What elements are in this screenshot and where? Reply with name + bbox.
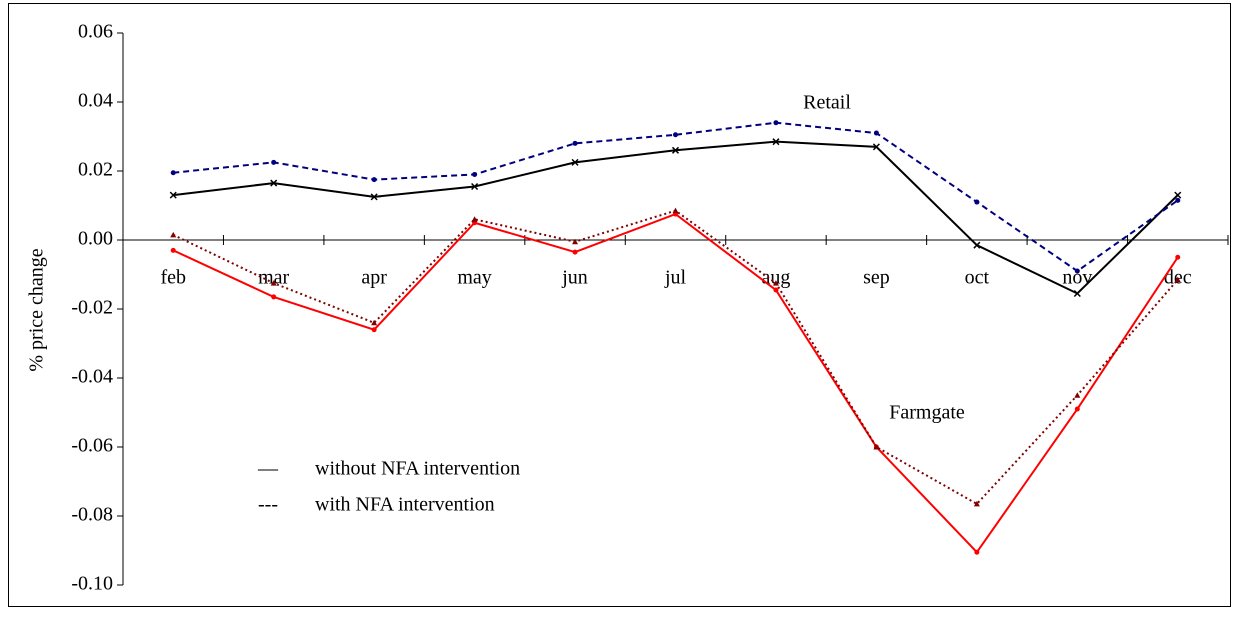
- marker: [773, 120, 779, 126]
- x-tick-label: jun: [561, 267, 588, 289]
- y-tick-label: -0.04: [71, 366, 113, 388]
- marker: [671, 146, 680, 154]
- marker: [170, 247, 176, 253]
- marker: [772, 280, 779, 286]
- marker: [170, 231, 177, 238]
- marker: [371, 319, 378, 326]
- marker: [571, 158, 579, 166]
- marker: [1174, 191, 1182, 199]
- marker: [371, 327, 377, 333]
- y-tick-label: 0.00: [78, 228, 113, 250]
- y-tick-label: -0.06: [71, 435, 113, 457]
- marker: [1175, 254, 1181, 260]
- marker: [270, 179, 278, 187]
- marker: [572, 249, 578, 255]
- annotation: Farmgate: [889, 402, 965, 424]
- y-tick-label: -0.08: [71, 504, 113, 526]
- x-tick-label: feb: [160, 267, 186, 289]
- x-tick-label: apr: [361, 267, 387, 289]
- marker: [873, 444, 880, 450]
- legend-label: with NFA intervention: [315, 494, 495, 516]
- series-line: [173, 121, 1179, 273]
- marker: [973, 500, 980, 507]
- marker: [572, 238, 579, 245]
- marker: [169, 191, 177, 199]
- marker: [371, 177, 377, 183]
- marker: [271, 159, 277, 165]
- marker: [472, 171, 478, 177]
- marker: [270, 280, 277, 286]
- annotation: Retail: [803, 92, 851, 114]
- y-tick-label: -0.10: [71, 573, 113, 595]
- marker: [471, 182, 479, 191]
- legend-label: without NFA intervention: [315, 458, 520, 480]
- marker: [572, 140, 578, 146]
- marker: [973, 241, 981, 249]
- marker: [1074, 406, 1080, 412]
- y-tick-label: 0.02: [78, 159, 113, 181]
- marker: [1174, 276, 1181, 283]
- marker: [1073, 289, 1081, 298]
- marker: [1175, 197, 1181, 203]
- marker: [673, 132, 678, 138]
- x-tick-label: jul: [664, 267, 687, 289]
- y-tick-label: 0.06: [78, 21, 113, 43]
- y-tick-label: -0.02: [71, 297, 113, 319]
- marker: [772, 138, 780, 146]
- marker: [873, 130, 879, 136]
- y-tick-label: 0.04: [78, 90, 113, 112]
- legend-symbol: —: [257, 458, 279, 480]
- x-tick-label: nov: [1062, 267, 1092, 289]
- x-tick-label: sep: [863, 267, 890, 289]
- marker: [471, 216, 478, 222]
- marker: [974, 549, 980, 555]
- x-tick-label: oct: [965, 267, 990, 289]
- legend-symbol: ---: [258, 494, 278, 516]
- marker: [271, 294, 277, 300]
- marker: [1074, 392, 1081, 398]
- marker: [974, 199, 980, 205]
- chart-border: [8, 3, 1231, 607]
- marker: [370, 193, 378, 201]
- marker: [1074, 268, 1080, 274]
- marker: [773, 287, 779, 293]
- marker: [672, 207, 679, 214]
- y-axis-title: % price change: [26, 248, 48, 371]
- x-tick-label: aug: [762, 267, 791, 289]
- marker: [872, 143, 880, 151]
- x-tick-label: mar: [258, 267, 289, 289]
- marker: [170, 170, 176, 176]
- x-tick-label: may: [457, 267, 491, 289]
